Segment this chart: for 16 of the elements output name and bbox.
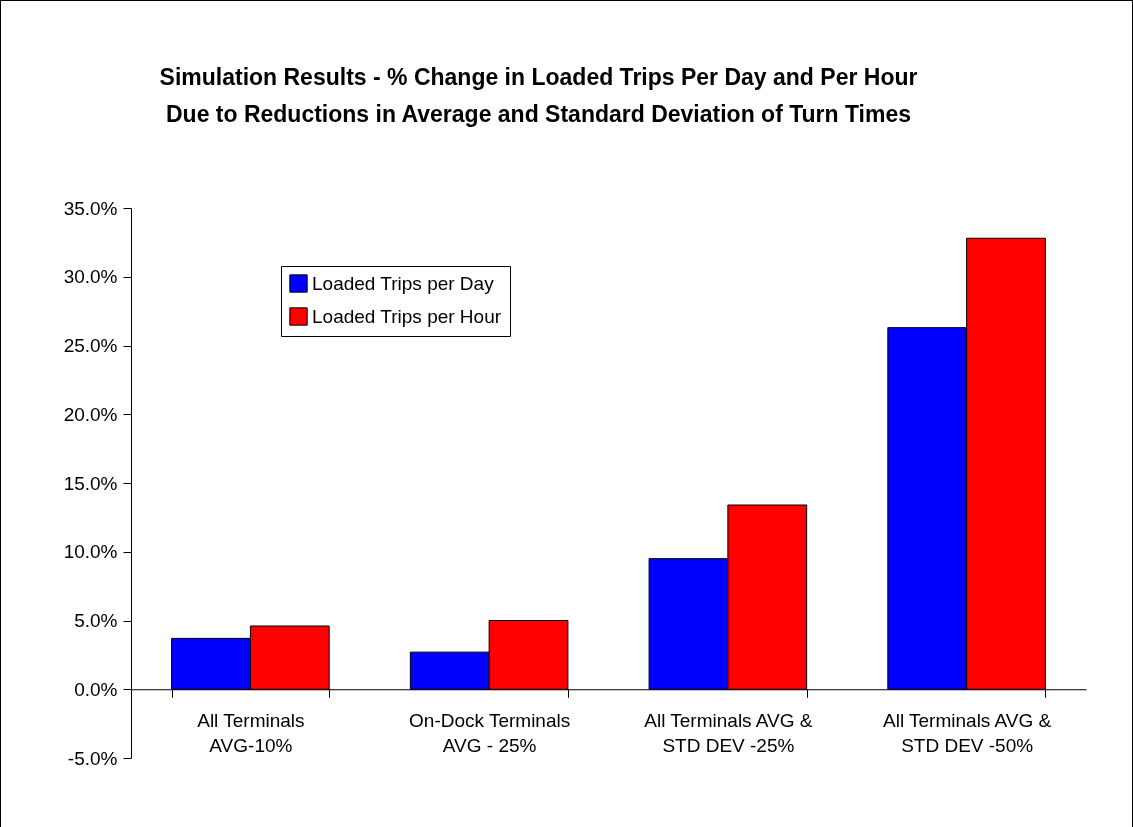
- legend-label: Loaded Trips per Day: [312, 272, 495, 294]
- y-tick-label: 35.0%: [63, 197, 118, 219]
- y-tick-label: 20.0%: [63, 403, 118, 425]
- x-tick-label: All Terminals AVG-10%: [197, 709, 305, 756]
- x-tick-label: On-Dock Terminals AVG - 25%: [409, 709, 571, 756]
- legend-label: Loaded Trips per Hour: [312, 305, 502, 327]
- y-tick-label: 15.0%: [63, 472, 118, 494]
- y-tick-label: 0.0%: [74, 678, 118, 700]
- chart-title: Simulation Results - % Change in Loaded Trips Per Day and Per Hour Due to Reductions in Average and Standard Deviation of Turn Times: [159, 64, 918, 127]
- y-tick-label: 30.0%: [63, 266, 118, 288]
- x-tick-label: All Terminals AVG & STD DEV -50%: [883, 709, 1052, 756]
- y-tick-label: 25.0%: [63, 335, 118, 356]
- y-tick-label: 5.0%: [74, 610, 118, 631]
- x-tick-label: All Terminals AVG & STD DEV -25%: [644, 709, 813, 756]
- y-tick-label: -5.0%: [67, 747, 118, 769]
- y-tick-label: 10.0%: [63, 541, 118, 563]
